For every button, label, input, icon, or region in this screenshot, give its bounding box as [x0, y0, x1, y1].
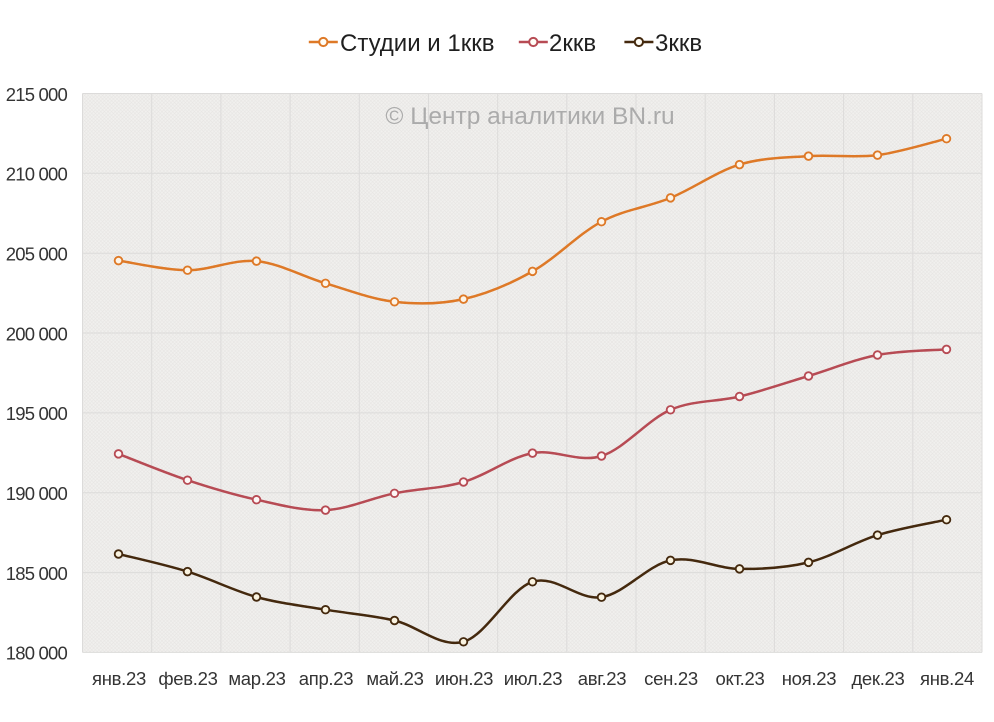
svg-text:205 000: 205 000	[6, 244, 68, 265]
svg-text:фев.23: фев.23	[158, 668, 217, 689]
svg-text:3ккв: 3ккв	[655, 30, 702, 57]
svg-text:июн.23: июн.23	[435, 668, 493, 689]
svg-text:апр.23: апр.23	[299, 668, 354, 689]
svg-text:2ккв: 2ккв	[549, 30, 596, 57]
svg-text:май.23: май.23	[366, 668, 423, 689]
svg-text:190 000: 190 000	[6, 483, 68, 504]
svg-text:195 000: 195 000	[6, 403, 68, 424]
svg-text:© Центр аналитики BN.ru: © Центр аналитики BN.ru	[385, 103, 674, 130]
svg-text:185 000: 185 000	[6, 563, 68, 584]
svg-text:мар.23: мар.23	[228, 668, 285, 689]
svg-text:дек.23: дек.23	[851, 668, 904, 689]
svg-text:200 000: 200 000	[6, 323, 68, 344]
svg-text:215 000: 215 000	[6, 84, 68, 105]
svg-text:ноя.23: ноя.23	[782, 668, 836, 689]
svg-text:авг.23: авг.23	[578, 668, 627, 689]
svg-text:210 000: 210 000	[6, 164, 68, 185]
svg-text:окт.23: окт.23	[716, 668, 765, 689]
svg-text:янв.23: янв.23	[92, 668, 146, 689]
svg-text:июл.23: июл.23	[504, 668, 563, 689]
svg-text:янв.24: янв.24	[920, 668, 974, 689]
svg-text:180 000: 180 000	[6, 643, 68, 664]
svg-text:сен.23: сен.23	[644, 668, 698, 689]
svg-text:Студии и 1ккв: Студии и 1ккв	[340, 30, 494, 57]
